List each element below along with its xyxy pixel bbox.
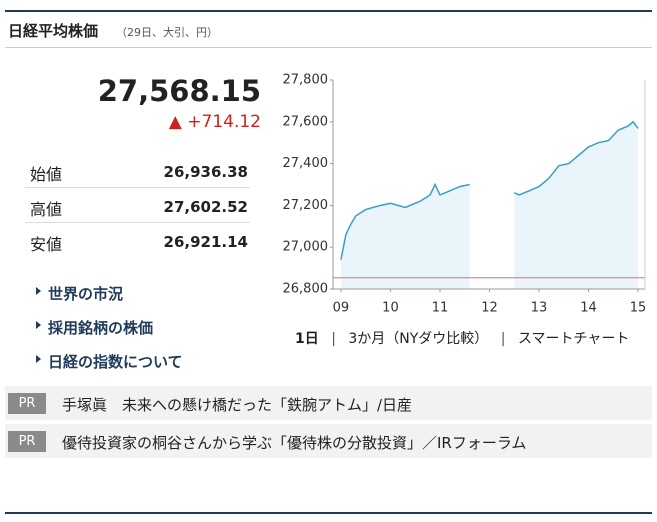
link-arrow bbox=[36, 287, 41, 295]
x-tick-label: 11 bbox=[432, 301, 449, 316]
change-value: +714.12 bbox=[187, 112, 261, 132]
chart-tab[interactable]: スマートチャート bbox=[517, 331, 630, 347]
link-arrow bbox=[36, 355, 41, 363]
x-tick-label: 15 bbox=[630, 301, 647, 316]
x-tick-label: 09 bbox=[333, 301, 350, 316]
chart-tab[interactable]: 3か月（NYダウ比較） bbox=[348, 331, 489, 347]
link[interactable]: 世界の市況 bbox=[48, 285, 124, 303]
stat-value: 26,936.38 bbox=[163, 163, 248, 181]
y-tick-label: 26,800 bbox=[283, 282, 329, 297]
link-arrow bbox=[36, 321, 41, 329]
stat-value: 26,921.14 bbox=[163, 233, 248, 251]
bottom-border bbox=[5, 512, 652, 514]
price: 27,568.15 bbox=[97, 74, 261, 108]
chart: 26,800 27,000 27,200 27,400 27,600 27,800 09 10… bbox=[283, 73, 647, 316]
stat-label: 始値 bbox=[30, 165, 63, 184]
pr-badge: PR bbox=[8, 393, 46, 414]
top-border bbox=[5, 10, 652, 12]
header-divider bbox=[5, 47, 652, 48]
x-tick-label: 13 bbox=[531, 301, 548, 316]
stat-value: 27,602.52 bbox=[163, 198, 248, 216]
pr-row[interactable] bbox=[5, 386, 652, 420]
link[interactable]: 日経の指数について bbox=[48, 353, 183, 371]
pr-row[interactable] bbox=[5, 424, 652, 458]
subtitle: （29日、大引、円） bbox=[116, 26, 218, 39]
y-tick-label: 27,400 bbox=[283, 156, 329, 171]
pr-text[interactable]: 手塚眞 未来への懸け橋だった「鉄腕アトム」/日産 bbox=[62, 396, 413, 414]
chart-tabs: 1日 | 3か月（NYダウ比較） | スマートチャート bbox=[295, 331, 630, 347]
x-tick-label: 12 bbox=[481, 301, 498, 316]
link[interactable]: 採用銘柄の株価 bbox=[48, 319, 154, 337]
x-tick-label: 14 bbox=[580, 301, 597, 316]
y-tick-label: 27,600 bbox=[283, 114, 329, 129]
stat-divider bbox=[25, 187, 250, 188]
stat-label: 高値 bbox=[30, 200, 63, 219]
stat-label: 安値 bbox=[30, 235, 63, 254]
line bbox=[340, 120, 639, 260]
chart-tab[interactable]: 1日 bbox=[295, 331, 319, 347]
pr-badge: PR bbox=[8, 431, 46, 452]
area bbox=[340, 121, 639, 289]
stat-divider bbox=[25, 222, 250, 223]
y-tick-label: 27,200 bbox=[283, 198, 329, 213]
pr-text[interactable]: 優待投資家の桐谷さんから学ぶ「優待株の分散投資」／IRフォーラム bbox=[62, 434, 527, 452]
change: ▲ +714.12 bbox=[169, 112, 261, 132]
x-tick-label: 10 bbox=[382, 301, 399, 316]
y-tick-label: 27,000 bbox=[283, 240, 329, 255]
y-tick-label: 27,800 bbox=[283, 73, 329, 88]
change-mark: ▲ bbox=[168, 112, 182, 132]
title: 日経平均株価 bbox=[8, 22, 99, 40]
